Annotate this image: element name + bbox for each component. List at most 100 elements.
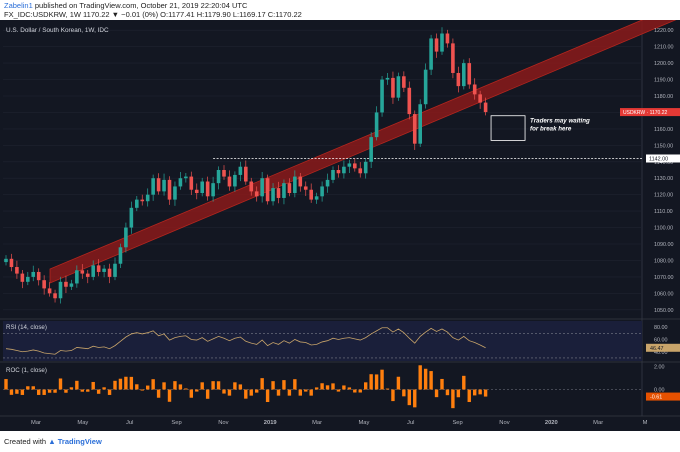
candle-body <box>320 186 324 197</box>
roc-bar <box>402 389 406 397</box>
roc-bar <box>407 389 411 406</box>
roc-bar <box>385 388 390 390</box>
publisher-name[interactable]: Zabelin1 <box>4 1 33 10</box>
candle-body <box>26 276 30 282</box>
price-panel-title: U.S. Dollar / South Korean, 1W, IDC <box>6 27 109 34</box>
candle-body <box>472 84 477 95</box>
candle-body <box>249 181 254 192</box>
roc-bar <box>467 389 471 403</box>
roc-bar <box>418 365 422 390</box>
roc-bar <box>233 382 237 390</box>
roc-bar <box>358 389 362 393</box>
roc-bar <box>47 389 52 393</box>
tradingview-logo-icon[interactable]: ▲ <box>48 437 56 446</box>
candle-body <box>36 271 41 281</box>
candle-body <box>254 191 259 197</box>
candle-body <box>173 186 177 200</box>
x-tick-label: Jul <box>126 420 133 426</box>
candle-body <box>211 183 215 197</box>
roc-bar <box>216 381 221 390</box>
price-tick-label: 1130.00 <box>654 176 673 182</box>
candle-body <box>85 273 90 277</box>
candle-body <box>353 163 357 169</box>
roc-bar <box>293 379 297 390</box>
roc-bar <box>211 381 215 390</box>
roc-bar <box>31 386 35 390</box>
price-tick-label: 1080.00 <box>654 258 674 264</box>
candle-body <box>227 176 232 187</box>
candle-body <box>265 178 270 202</box>
last-price-label-box <box>620 108 680 117</box>
roc-bar <box>445 389 450 396</box>
candle-body <box>178 178 183 187</box>
roc-bar <box>347 387 352 390</box>
roc-bar <box>429 371 433 390</box>
roc-bar <box>162 382 166 390</box>
roc-bar <box>249 389 253 396</box>
chart-header: Zabelin1 published on TradingView.com, O… <box>0 0 680 20</box>
x-tick-label: Sep <box>171 420 181 426</box>
roc-bar <box>227 389 232 396</box>
candle-body <box>15 267 19 274</box>
candle-body <box>238 166 243 175</box>
candle-body <box>189 176 194 190</box>
candle-body <box>260 178 264 197</box>
x-tick-label: May <box>358 420 369 426</box>
roc-bar <box>265 389 270 403</box>
candle-body <box>483 102 488 113</box>
roc-bar <box>462 375 466 390</box>
roc-bar <box>15 389 19 394</box>
roc-bar <box>91 381 95 390</box>
rsi-background <box>3 321 642 361</box>
roc-bar <box>26 386 30 390</box>
candle-body <box>309 189 313 200</box>
candle-body <box>402 76 406 88</box>
chart-svg: U.S. Dollar / South Korean, 1W, IDC 1050.… <box>0 20 680 426</box>
price-tick-label: 1140.00 <box>654 160 673 166</box>
roc-bar <box>64 389 68 393</box>
candle-body <box>194 189 199 194</box>
candle-body <box>184 176 188 179</box>
candle-body <box>205 181 210 197</box>
candle-body <box>271 188 275 202</box>
candle-body <box>96 265 101 272</box>
candle-body <box>293 176 297 194</box>
candle-body <box>102 268 106 272</box>
candle-body <box>451 43 455 73</box>
roc-bar <box>140 389 144 391</box>
chart-area[interactable]: U.S. Dollar / South Korean, 1W, IDC 1050.… <box>0 20 680 431</box>
price-tick-label: 1200.00 <box>654 61 674 67</box>
roc-bar <box>189 389 193 398</box>
candle-body <box>20 273 25 282</box>
candle-body <box>418 104 422 144</box>
candle-body <box>69 283 74 287</box>
candle-body <box>287 183 292 194</box>
roc-bar <box>478 389 482 395</box>
price-tick-label: 1190.00 <box>654 78 673 84</box>
roc-bar <box>20 389 25 395</box>
roc-bar <box>434 389 439 398</box>
candle-body <box>282 183 286 198</box>
price-tick-label: 1050.00 <box>654 308 674 314</box>
roc-bar <box>451 389 455 409</box>
roc-bar <box>391 389 395 402</box>
roc-bar <box>146 385 150 390</box>
price-tick-label: 1060.00 <box>654 291 674 297</box>
x-tick-label: Nov <box>499 420 509 426</box>
candle-body <box>167 179 172 200</box>
candle-body <box>429 38 433 70</box>
rsi-line <box>5 327 486 355</box>
candle-body <box>412 114 417 144</box>
roc-bar <box>271 381 275 390</box>
x-tick-label: Mar <box>593 420 603 426</box>
publish-info: Zabelin1 published on TradingView.com, O… <box>4 1 247 10</box>
chart-footer: Created with ▲ TradingView <box>0 431 680 452</box>
tradingview-brand[interactable]: TradingView <box>57 437 102 446</box>
roc-bar <box>473 389 477 396</box>
candle-body <box>42 280 46 289</box>
candle-body <box>4 258 8 263</box>
x-tick-label: 2019 <box>264 420 278 426</box>
roc-bar <box>222 389 226 394</box>
level-label: 1142.00 <box>649 156 668 162</box>
price-tick-label: 1100.00 <box>654 226 673 232</box>
